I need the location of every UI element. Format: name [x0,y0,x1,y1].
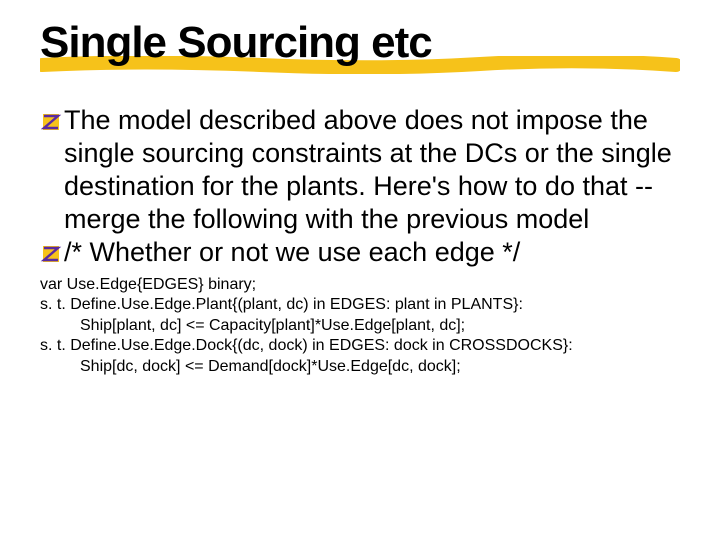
code-line: var Use.Edge{EDGES} binary; [40,275,692,295]
slide-title: Single Sourcing etc [40,18,432,68]
bullet-item: /* Whether or not we use each edge */ [40,236,692,269]
z-bullet-icon [40,243,62,265]
z-bullet-icon [40,111,62,133]
slide-container: Single Sourcing etc The model described … [0,0,720,540]
bullet-item: The model described above does not impos… [40,104,692,236]
title-block: Single Sourcing etc [40,18,432,68]
code-line: s. t. Define.Use.Edge.Plant{(plant, dc) … [40,295,692,315]
bullet-text: /* Whether or not we use each edge */ [64,236,520,269]
code-line: Ship[dc, dock] <= Demand[dock]*Use.Edge[… [40,357,692,377]
body-block: The model described above does not impos… [40,104,692,377]
bullet-text: The model described above does not impos… [64,104,692,236]
code-line: Ship[plant, dc] <= Capacity[plant]*Use.E… [40,316,692,336]
code-line: s. t. Define.Use.Edge.Dock{(dc, dock) in… [40,336,692,356]
code-block: var Use.Edge{EDGES} binary; s. t. Define… [40,275,692,377]
